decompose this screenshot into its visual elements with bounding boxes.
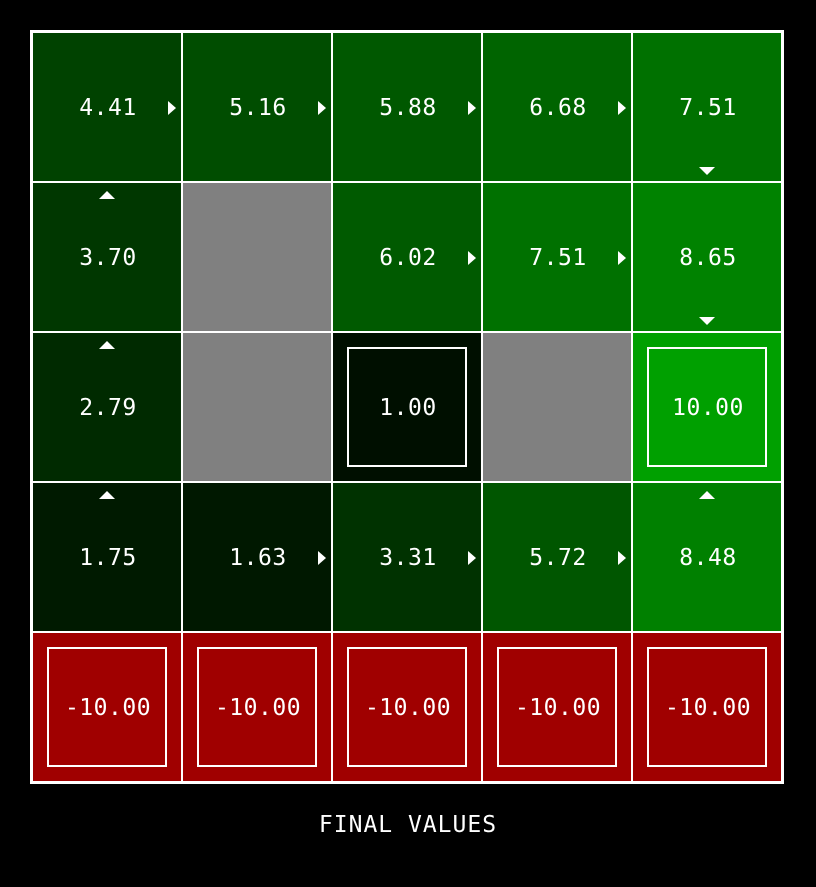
wall-cell	[482, 332, 632, 482]
cell-value: -10.00	[364, 695, 452, 721]
state-cell: 7.51	[482, 182, 632, 332]
cell-value: 10.00	[672, 395, 744, 421]
state-cell: 3.70	[32, 182, 182, 332]
cell-value: 8.65	[679, 245, 737, 271]
cell-value: -10.00	[214, 695, 302, 721]
cell-value: 5.88	[379, 95, 437, 121]
state-cell: 5.88	[332, 32, 482, 182]
terminal-cell: -10.00	[182, 632, 332, 782]
state-cell: 6.68	[482, 32, 632, 182]
cell-value: 5.72	[529, 545, 587, 571]
policy-arrow-down-icon	[699, 167, 715, 175]
policy-arrow-right-icon	[618, 551, 626, 565]
policy-arrow-right-icon	[468, 551, 476, 565]
state-cell: 2.79	[32, 332, 182, 482]
terminal-cell: 10.00	[632, 332, 782, 482]
cell-value: 1.63	[229, 545, 287, 571]
terminal-cell: 1.00	[332, 332, 482, 482]
terminal-marker	[647, 347, 767, 467]
policy-arrow-up-icon	[99, 191, 115, 199]
terminal-cell: -10.00	[482, 632, 632, 782]
policy-arrow-right-icon	[318, 101, 326, 115]
cell-value: 4.41	[79, 95, 137, 121]
terminal-marker	[497, 647, 617, 767]
cell-value: 1.00	[379, 395, 437, 421]
state-cell: 1.75	[32, 482, 182, 632]
policy-arrow-up-icon	[699, 491, 715, 499]
policy-arrow-right-icon	[618, 101, 626, 115]
wall-cell	[182, 332, 332, 482]
policy-arrow-right-icon	[618, 251, 626, 265]
state-cell: 6.02	[332, 182, 482, 332]
terminal-cell: -10.00	[32, 632, 182, 782]
cell-value: 7.51	[679, 95, 737, 121]
policy-arrow-right-icon	[468, 101, 476, 115]
policy-arrow-up-icon	[99, 341, 115, 349]
cell-value: 1.75	[79, 545, 137, 571]
terminal-cell: -10.00	[332, 632, 482, 782]
state-cell: 3.31	[332, 482, 482, 632]
cell-value: 3.70	[79, 245, 137, 271]
cell-value: 3.31	[379, 545, 437, 571]
state-cell: 7.51	[632, 32, 782, 182]
state-cell: 8.65	[632, 182, 782, 332]
terminal-marker	[647, 647, 767, 767]
policy-arrow-right-icon	[168, 101, 176, 115]
cell-value: 8.48	[679, 545, 737, 571]
caption-final-values: FINAL VALUES	[318, 812, 498, 838]
gridworld-board: 4.41 5.16 5.88 6.68 7.51 3.70 6.02 7.51 8.65 2.79…	[30, 30, 784, 784]
wall-cell	[182, 182, 332, 332]
state-cell: 5.16	[182, 32, 332, 182]
policy-arrow-right-icon	[468, 251, 476, 265]
state-cell: 8.48	[632, 482, 782, 632]
cell-value: 6.68	[529, 95, 587, 121]
policy-arrow-down-icon	[699, 317, 715, 325]
cell-value: 6.02	[379, 245, 437, 271]
state-cell: 1.63	[182, 482, 332, 632]
cell-value: 7.51	[529, 245, 587, 271]
policy-arrow-up-icon	[99, 491, 115, 499]
terminal-marker	[47, 647, 167, 767]
terminal-marker	[347, 647, 467, 767]
cell-value: 5.16	[229, 95, 287, 121]
cell-value: -10.00	[514, 695, 602, 721]
cell-value: -10.00	[64, 695, 152, 721]
terminal-marker	[197, 647, 317, 767]
cell-value: -10.00	[664, 695, 752, 721]
cell-value: 2.79	[79, 395, 137, 421]
terminal-cell: -10.00	[632, 632, 782, 782]
state-cell: 5.72	[482, 482, 632, 632]
terminal-marker	[347, 347, 467, 467]
state-cell: 4.41	[32, 32, 182, 182]
policy-arrow-right-icon	[318, 551, 326, 565]
